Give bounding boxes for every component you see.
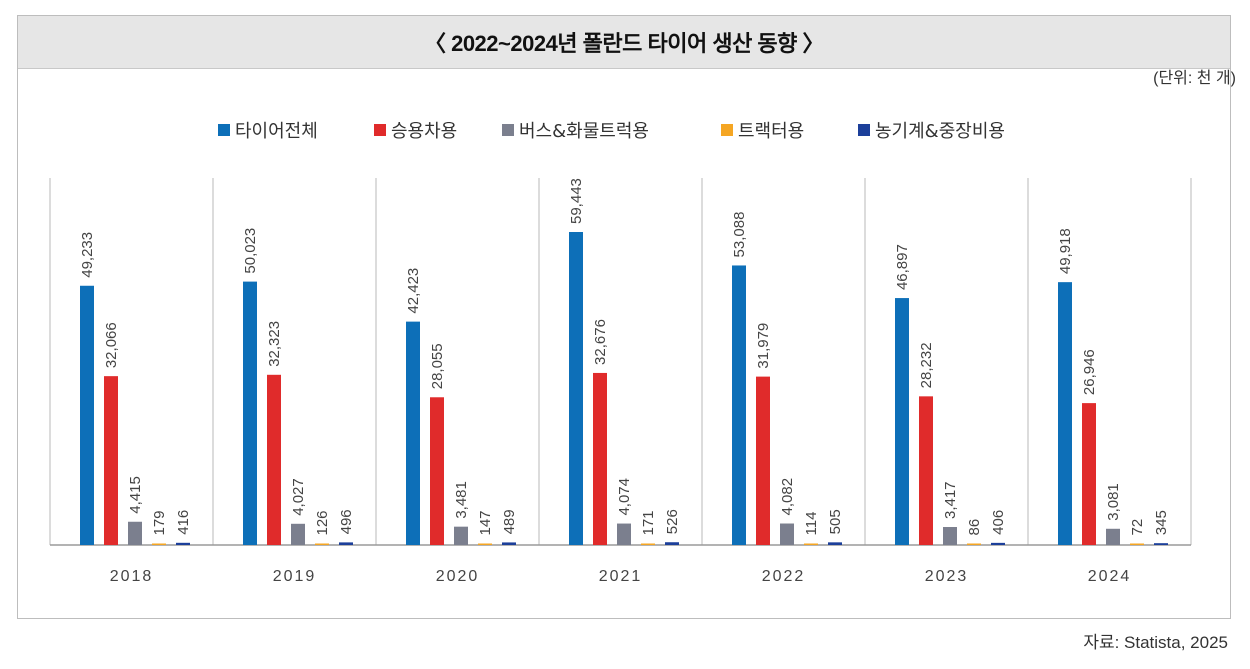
bar-2023-series-3 (943, 527, 957, 545)
bar-2018-series-4 (152, 543, 166, 545)
data-label-2022-series-4: 114 (803, 512, 820, 536)
bar-2022-series-3 (780, 523, 794, 545)
data-label-2019-series-2: 32,323 (266, 321, 283, 367)
data-label-2021-series-4: 171 (640, 510, 657, 535)
legend-label-4: 트랙터용 (738, 121, 804, 142)
data-label-2019-series-3: 4,027 (290, 478, 307, 516)
data-label-2023-series-5: 406 (990, 510, 1007, 535)
data-label-2020-series-3: 3,481 (453, 481, 470, 519)
data-label-2024-series-3: 3,081 (1105, 483, 1122, 521)
data-label-2018-series-1: 49,233 (79, 232, 96, 278)
data-label-2022-series-2: 31,979 (755, 323, 772, 369)
bar-2023-series-1 (895, 298, 909, 545)
data-label-2020-series-5: 489 (501, 509, 518, 534)
bar-2020-series-1 (406, 321, 420, 545)
data-label-2020-series-1: 42,423 (405, 268, 422, 314)
legend-label-2: 승용차용 (391, 121, 457, 142)
bar-2018-series-3 (128, 521, 142, 545)
data-label-2019-series-1: 50,023 (242, 228, 259, 274)
bar-2021-series-5 (665, 542, 679, 545)
bar-2018-series-1 (80, 285, 94, 545)
x-tick-label: 2024 (1088, 568, 1132, 585)
data-label-2021-series-5: 526 (664, 509, 681, 534)
data-label-2018-series-4: 179 (151, 510, 168, 535)
bar-2022-series-1 (732, 265, 746, 545)
x-tick-label: 2020 (436, 568, 480, 585)
data-label-2024-series-4: 72 (1129, 519, 1146, 536)
data-label-2019-series-4: 126 (314, 510, 331, 535)
legend-label-5: 농기계&중장비용 (875, 121, 1005, 142)
data-label-2024-series-2: 26,946 (1081, 349, 1098, 395)
data-label-2023-series-1: 46,897 (894, 244, 911, 290)
bar-2023-series-4 (967, 543, 981, 545)
bar-2020-series-3 (454, 526, 468, 545)
data-label-2023-series-3: 3,417 (942, 481, 959, 519)
data-label-2019-series-5: 496 (338, 509, 355, 534)
legend-label-3: 버스&화물트럭용 (519, 121, 649, 142)
data-label-2018-series-2: 32,066 (103, 322, 120, 368)
legend-swatch-4 (721, 124, 733, 136)
data-label-2021-series-2: 32,676 (592, 319, 609, 365)
legend-swatch-2 (374, 124, 386, 136)
bar-2021-series-4 (641, 543, 655, 545)
bar-2019-series-3 (291, 523, 305, 545)
bar-2022-series-2 (756, 376, 770, 545)
data-label-2022-series-5: 505 (827, 509, 844, 534)
data-label-2023-series-2: 28,232 (918, 342, 935, 388)
source-label: 자료: Statista, 2025 (1083, 633, 1228, 652)
bar-2020-series-2 (430, 397, 444, 545)
bar-2023-series-2 (919, 396, 933, 545)
bar-2021-series-3 (617, 523, 631, 545)
data-label-2022-series-3: 4,082 (779, 478, 796, 516)
legend-swatch-5 (858, 124, 870, 136)
x-tick-label: 2021 (599, 568, 643, 585)
data-label-2024-series-5: 345 (1153, 510, 1170, 535)
bar-2022-series-4 (804, 543, 818, 545)
data-label-2020-series-2: 28,055 (429, 343, 446, 389)
bar-2018-series-2 (104, 376, 118, 545)
x-tick-label: 2023 (925, 568, 969, 585)
bar-2024-series-4 (1130, 543, 1144, 545)
bar-2019-series-1 (243, 281, 257, 545)
x-tick-label: 2022 (762, 568, 806, 585)
chart-title: 〈 2022~2024년 폴란드 타이어 생산 동향 〉 (18, 16, 1230, 69)
bar-2022-series-5 (828, 542, 842, 545)
data-label-2024-series-1: 49,918 (1057, 228, 1074, 274)
legend-swatch-1 (218, 124, 230, 136)
bar-2020-series-4 (478, 543, 492, 545)
bar-2024-series-5 (1154, 543, 1168, 545)
bar-2019-series-5 (339, 542, 353, 545)
bar-2018-series-5 (176, 542, 190, 545)
data-label-2018-series-3: 4,415 (127, 476, 144, 514)
legend-swatch-3 (502, 124, 514, 136)
data-label-2020-series-4: 147 (477, 510, 494, 535)
chart-frame: 〈 2022~2024년 폴란드 타이어 생산 동향 〉 (17, 15, 1231, 619)
bar-2024-series-2 (1082, 403, 1096, 545)
data-label-2021-series-1: 59,443 (568, 178, 585, 224)
bar-2021-series-1 (569, 232, 583, 545)
bar-2019-series-4 (315, 543, 329, 545)
unit-label: (단위: 천 개) (1153, 70, 1236, 87)
bar-2024-series-1 (1058, 282, 1072, 545)
bar-2019-series-2 (267, 374, 281, 545)
bar-2020-series-5 (502, 542, 516, 545)
bar-2021-series-2 (593, 372, 607, 545)
x-tick-label: 2019 (273, 568, 317, 585)
bar-2024-series-3 (1106, 528, 1120, 545)
data-label-2018-series-5: 416 (175, 510, 192, 535)
x-tick-label: 2018 (110, 568, 154, 585)
bar-2023-series-5 (991, 542, 1005, 545)
data-label-2021-series-3: 4,074 (616, 478, 633, 516)
data-label-2022-series-1: 53,088 (731, 212, 748, 258)
data-label-2023-series-4: 86 (966, 519, 983, 536)
legend-label-1: 타이어전체 (235, 121, 318, 142)
